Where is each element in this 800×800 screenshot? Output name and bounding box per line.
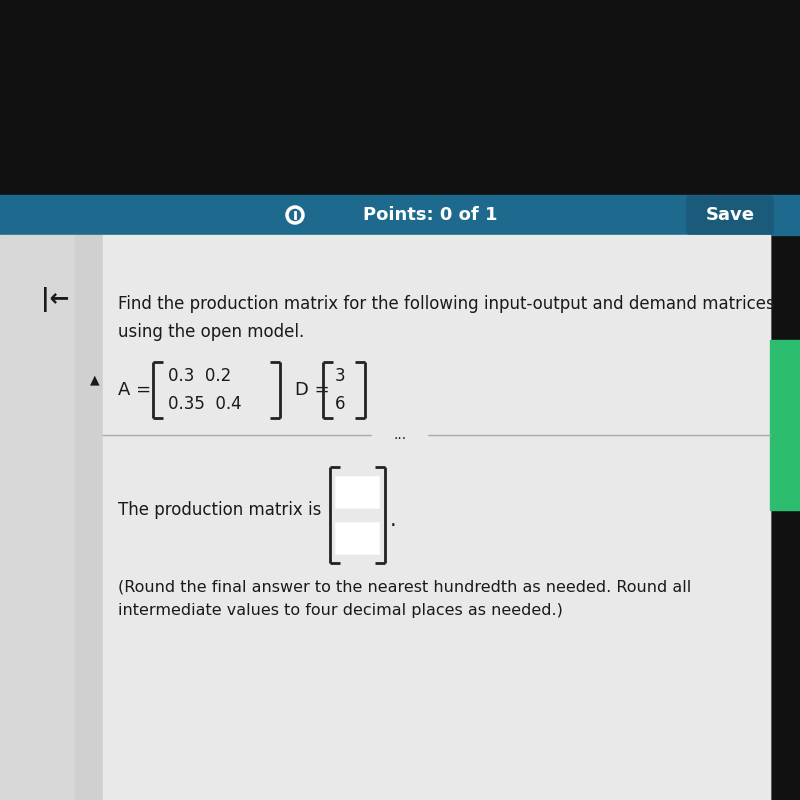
Text: ▲: ▲ [90,374,100,386]
Text: 3: 3 [334,367,346,385]
Text: Find the production matrix for the following input-output and demand matrices
us: Find the production matrix for the follo… [118,295,774,341]
Text: ...: ... [394,428,406,442]
Text: .: . [390,510,397,530]
Text: A =: A = [118,381,151,399]
Text: 0.3  0.2: 0.3 0.2 [168,367,231,385]
Bar [0,195,800,235]
Text: Save: Save [706,206,754,224]
Bar [336,523,378,553]
Bar [103,235,770,800]
Bar [336,477,378,507]
Text: 6: 6 [334,395,346,413]
Text: D =: D = [295,381,330,399]
Text: The production matrix is: The production matrix is [118,501,322,519]
Ellipse shape [373,426,427,443]
Bar [75,235,103,800]
Text: (Round the final answer to the nearest hundredth as needed. Round all
intermedia: (Round the final answer to the nearest h… [118,580,691,618]
Bar [0,235,75,800]
Bar [770,340,800,510]
Bar [0,235,770,800]
Text: |←: |← [41,287,69,313]
FancyBboxPatch shape [687,196,773,234]
Text: Points: 0 of 1: Points: 0 of 1 [362,206,498,224]
Text: 0.35  0.4: 0.35 0.4 [168,395,242,413]
